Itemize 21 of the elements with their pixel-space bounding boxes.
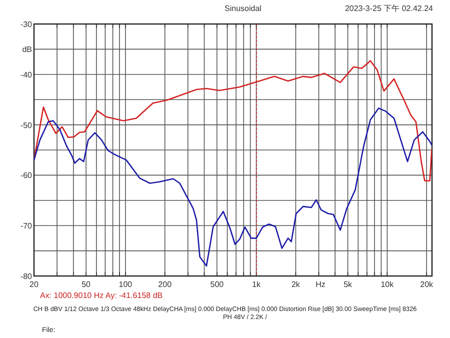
x-tick-label: 100 [118,280,133,289]
y-tick-label: -40 [20,70,33,80]
x-tick-label: 50 [82,280,92,289]
y-tick-label: -30 [20,20,33,29]
chart-subtitle: 2023-3-25 下午 02.42.24 [344,4,434,13]
y-tick-label: -60 [20,171,33,180]
text: Ax: 1000.9010 Hz Ay: -41.6158 dB [40,291,163,300]
y-tick-label: -50 [20,120,33,130]
y-tick-label: -70 [20,222,33,231]
y-axis-title: dB [22,45,32,54]
x-tick-label: 200 [158,280,172,289]
x-axis-title: Hz [316,280,326,289]
x-tick-label: 20k [420,280,434,289]
chart-title: Sinusoidal [224,4,262,13]
x-tick-label: 20 [30,280,39,289]
x-tick-label: 500 [210,280,224,289]
y-tick-label: -80 [20,272,33,281]
x-tick-label: 10k [380,280,395,289]
x-tick-label: 2k [291,280,301,289]
x-tick-label: 5k [344,280,354,289]
x-tick-label: 1k [252,280,262,289]
